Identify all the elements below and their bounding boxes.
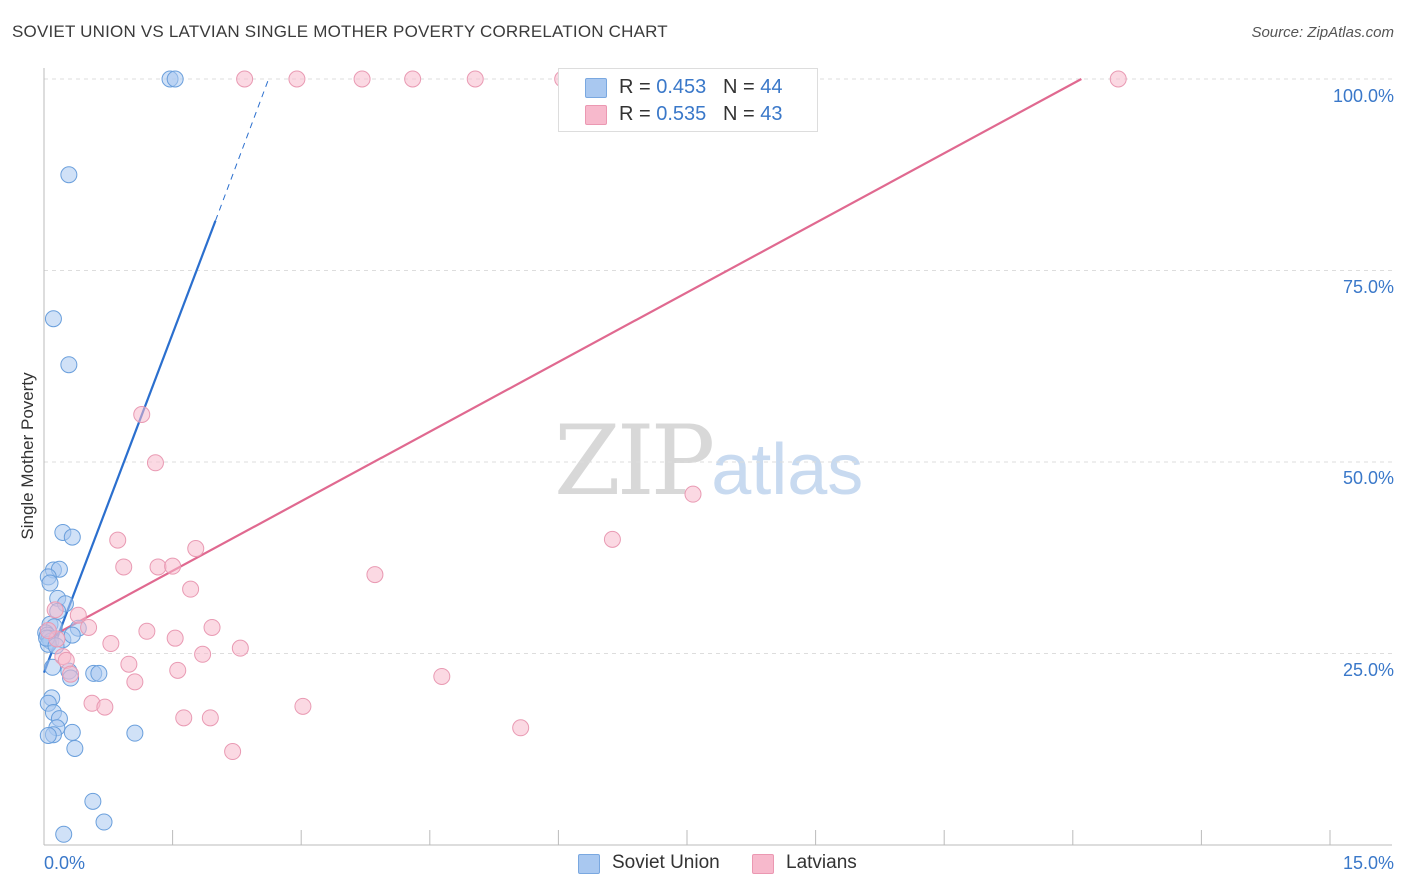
data-point-latvians bbox=[194, 645, 212, 663]
y-tick-label-25: 25.0% bbox=[1342, 660, 1394, 680]
trend-line-extension bbox=[214, 78, 270, 221]
stats-legend: R = 0.453 N = 44 R = 0.535 N = 43 bbox=[558, 68, 818, 132]
data-point-latvians bbox=[512, 719, 530, 737]
chart-title: SOVIET UNION VS LATVIAN SINGLE MOTHER PO… bbox=[12, 22, 668, 41]
data-point-latvians bbox=[294, 697, 312, 715]
data-point-latvians bbox=[201, 709, 219, 727]
data-point-latvians bbox=[39, 622, 57, 640]
legend-r-label: R = bbox=[619, 103, 651, 125]
data-point-latvians bbox=[224, 743, 242, 761]
data-point-latvians bbox=[466, 70, 484, 88]
data-point-latvians bbox=[182, 580, 200, 598]
data-point-soviet-union bbox=[55, 825, 73, 843]
data-point-latvians bbox=[126, 673, 144, 691]
data-point-latvians bbox=[288, 70, 306, 88]
data-point-latvians bbox=[175, 709, 193, 727]
data-point-latvians bbox=[138, 622, 156, 640]
legend-n-label: N = bbox=[722, 76, 755, 98]
data-point-latvians bbox=[46, 601, 64, 619]
legend-r-label: R = bbox=[619, 76, 651, 98]
legend-stats-text: R = 0.453 N = 44 bbox=[619, 76, 782, 99]
data-points bbox=[37, 70, 1127, 843]
data-point-latvians bbox=[166, 629, 184, 647]
legend-r-value: 0.535 bbox=[656, 103, 707, 125]
grid-lines bbox=[44, 78, 1392, 654]
data-point-latvians bbox=[366, 566, 384, 584]
series-swatch-pink bbox=[752, 854, 774, 874]
data-point-latvians bbox=[236, 70, 254, 88]
trend-lines bbox=[42, 78, 1082, 674]
data-point-latvians bbox=[187, 540, 205, 558]
data-point-latvians bbox=[149, 558, 167, 576]
data-point-latvians bbox=[80, 618, 98, 636]
legend-swatch-blue bbox=[585, 78, 607, 98]
data-point-latvians bbox=[603, 530, 621, 548]
data-point-latvians bbox=[353, 70, 371, 88]
data-point-soviet-union bbox=[63, 723, 81, 741]
data-point-latvians bbox=[164, 557, 182, 575]
data-point-latvians bbox=[146, 454, 164, 472]
data-point-latvians bbox=[231, 639, 249, 657]
data-point-latvians bbox=[203, 618, 221, 636]
legend-r-value: 0.453 bbox=[656, 76, 707, 98]
legend-n-value: 43 bbox=[760, 103, 783, 125]
data-point-soviet-union bbox=[44, 310, 62, 328]
y-tick-label-100: 100.0% bbox=[1332, 86, 1394, 106]
data-point-latvians bbox=[684, 485, 702, 503]
x-tick-label-max: 15.0% bbox=[1342, 853, 1394, 873]
series-label: Latvians bbox=[786, 852, 857, 873]
legend-swatch-pink bbox=[585, 105, 607, 125]
data-point-soviet-union bbox=[126, 724, 144, 742]
data-point-latvians bbox=[404, 70, 422, 88]
data-point-soviet-union bbox=[95, 813, 113, 831]
data-point-soviet-union bbox=[63, 528, 81, 546]
data-point-latvians bbox=[120, 655, 138, 673]
data-point-soviet-union bbox=[66, 739, 84, 757]
legend-stats-text: R = 0.535 N = 43 bbox=[619, 103, 782, 126]
data-point-soviet-union bbox=[44, 658, 62, 676]
series-swatch-blue bbox=[578, 854, 600, 874]
data-point-latvians bbox=[115, 558, 133, 576]
data-point-soviet-union bbox=[166, 70, 184, 88]
trend-line-latvians bbox=[43, 78, 1082, 642]
data-point-latvians bbox=[109, 531, 127, 549]
data-point-soviet-union bbox=[60, 356, 78, 374]
data-point-latvians bbox=[62, 665, 80, 683]
source-label: Source: ZipAtlas.com bbox=[1251, 24, 1394, 41]
data-point-latvians bbox=[1109, 70, 1127, 88]
y-tick-label-75: 75.0% bbox=[1342, 277, 1394, 297]
trend-line-soviet-union bbox=[42, 220, 217, 674]
data-point-soviet-union bbox=[84, 792, 102, 810]
legend-n-label: N = bbox=[722, 103, 755, 125]
data-point-latvians bbox=[433, 667, 451, 685]
data-point-soviet-union bbox=[60, 166, 78, 184]
axes bbox=[43, 68, 1392, 846]
watermark-atlas: atlas bbox=[711, 430, 864, 510]
x-tick-label-min: 0.0% bbox=[44, 853, 86, 873]
data-point-soviet-union bbox=[41, 574, 59, 592]
data-point-latvians bbox=[133, 406, 151, 424]
data-point-latvians bbox=[102, 635, 120, 653]
data-point-latvians bbox=[96, 698, 114, 716]
data-point-latvians bbox=[69, 606, 87, 624]
y-axis-label: Single Mother Poverty bbox=[18, 372, 37, 540]
data-point-soviet-union bbox=[90, 664, 108, 682]
data-point-soviet-union bbox=[39, 726, 57, 744]
data-point-latvians bbox=[169, 661, 187, 679]
legend-n-value: 44 bbox=[760, 76, 783, 98]
y-tick-label-50: 50.0% bbox=[1342, 468, 1394, 488]
data-point-soviet-union bbox=[63, 626, 81, 644]
series-label: Soviet Union bbox=[612, 852, 720, 873]
